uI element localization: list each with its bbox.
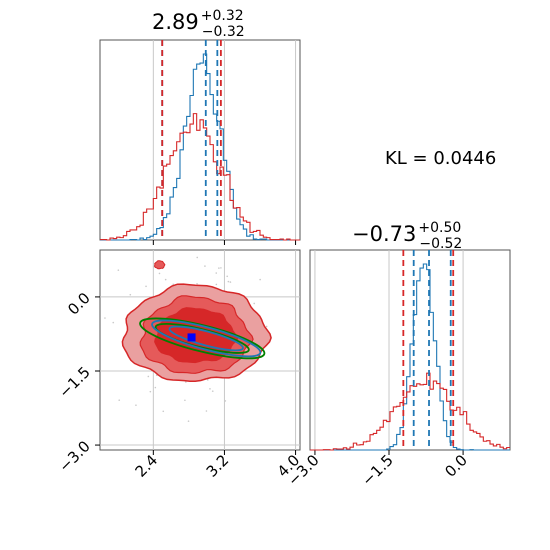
green-contour-outer — [139, 317, 266, 360]
panel-frame — [99, 39, 301, 241]
blue-contour-outer — [151, 319, 262, 358]
scatter-point — [220, 267, 222, 269]
scatter-point — [209, 388, 211, 390]
scatter-point — [135, 404, 137, 406]
scatter-point — [154, 386, 157, 389]
hist-series-line — [310, 372, 510, 451]
title-upper-error: +0.32 — [201, 8, 244, 24]
scatter-point — [112, 321, 115, 324]
scatter-point — [204, 265, 206, 267]
param1-title: 2.89 +0.32 −0.32 — [152, 8, 245, 40]
title-lower-error: −0.32 — [202, 24, 245, 40]
scatter-point — [104, 317, 106, 319]
scatter-point — [229, 281, 232, 283]
true-value-marker — [187, 333, 196, 342]
y-tick-label: −3.0 — [55, 437, 93, 475]
green-contour-inner — [154, 322, 250, 354]
scatter-point — [224, 400, 227, 402]
panel-frame — [99, 249, 301, 451]
kl-label: KL = 0.0446 — [385, 148, 496, 169]
scatter-point — [196, 256, 199, 259]
scatter-point — [147, 375, 150, 378]
scatter-point — [218, 267, 220, 269]
title-upper-error: +0.50 — [418, 220, 461, 236]
scatter-point — [129, 293, 132, 296]
param2-title: −0.73 +0.50 −0.52 — [352, 220, 462, 252]
scatter-point — [226, 275, 229, 278]
scatter-point — [211, 390, 214, 392]
title-lower-error: −0.52 — [419, 236, 462, 252]
scatter-point — [259, 278, 261, 281]
scatter-point — [184, 399, 186, 402]
histogram-param2-panel: −3.0 −1.5 0.0 — [284, 249, 511, 490]
scatter-point — [205, 410, 208, 412]
red-contour-island — [153, 260, 166, 270]
x-tick-label: 3.2 — [203, 451, 233, 481]
scatter-point — [145, 285, 147, 288]
scatter-2d-panel: 2.4 3.2 4.0−3.0−1.50.0 — [55, 249, 303, 481]
scatter-point — [206, 379, 209, 381]
scatter-point — [215, 272, 218, 274]
scatter-point — [215, 283, 218, 286]
histogram-param1-panel — [99, 39, 301, 245]
y-tick-label: 0.0 — [64, 289, 94, 319]
hist-series-line — [100, 53, 300, 241]
scatter-point — [117, 269, 120, 271]
scatter-point — [158, 272, 161, 275]
y-tick-label: −1.5 — [55, 363, 93, 401]
hist-series-line — [100, 113, 300, 241]
hist-series-line — [310, 263, 510, 451]
scatter-point — [196, 282, 198, 285]
scatter-point — [149, 390, 152, 393]
scatter-point — [185, 381, 187, 383]
panel-frame — [309, 249, 511, 451]
scatter-point — [265, 325, 268, 328]
blue-contour-inner — [168, 325, 244, 352]
scatter-point — [164, 278, 167, 281]
x-tick-label: −1.5 — [358, 451, 396, 489]
scatter-point — [118, 399, 121, 401]
x-tick-label: 2.4 — [132, 451, 162, 481]
title-value: −0.73 — [352, 222, 416, 246]
scatter-point — [187, 420, 190, 422]
scatter-point — [253, 302, 256, 305]
scatter-point — [227, 280, 230, 283]
x-tick-label: 0.0 — [441, 451, 471, 481]
title-value: 2.89 — [152, 10, 199, 34]
scatter-point — [162, 410, 165, 413]
